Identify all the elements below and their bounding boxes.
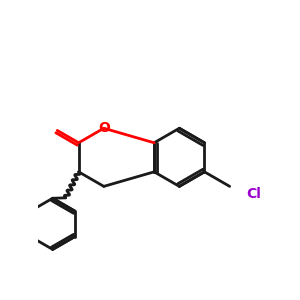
Text: O: O: [98, 121, 110, 135]
Text: Cl: Cl: [246, 188, 261, 201]
